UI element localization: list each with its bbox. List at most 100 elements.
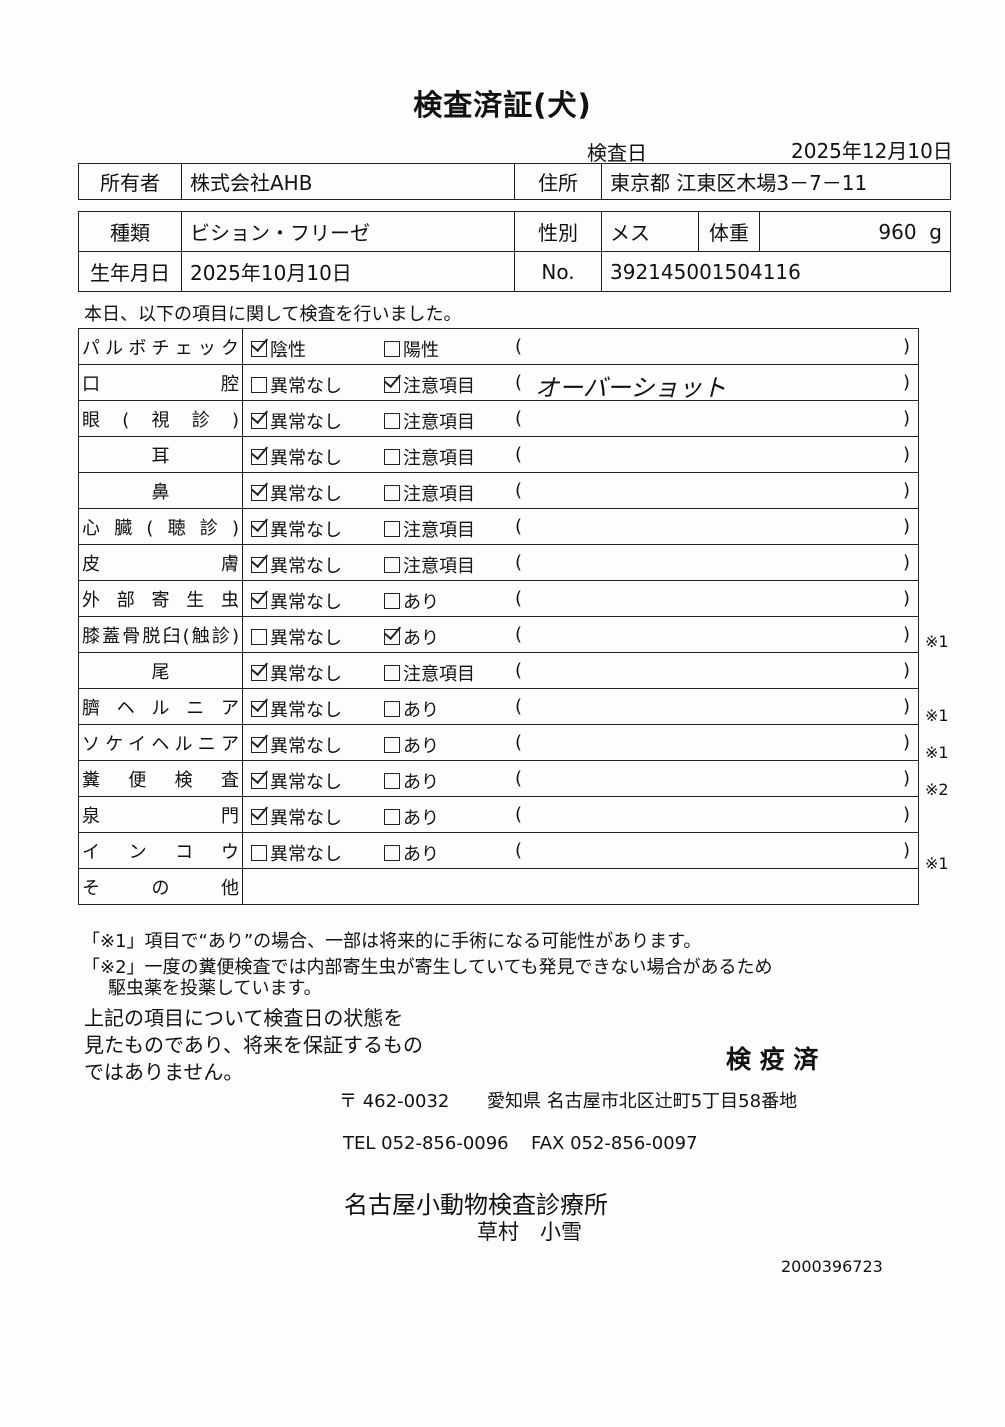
tel: TEL 052-856-0096: [343, 1133, 509, 1154]
checkbox-icon[interactable]: [251, 521, 267, 537]
option-abnormal[interactable]: 陽性: [384, 336, 439, 362]
option-normal[interactable]: 異常なし: [251, 372, 342, 398]
option-normal[interactable]: 異常なし: [251, 444, 342, 470]
checkbox-icon[interactable]: [384, 377, 400, 393]
close-paren: ): [902, 588, 910, 609]
checkbox-icon[interactable]: [251, 629, 267, 645]
checkbox-icon[interactable]: [251, 377, 267, 393]
disclaimer: 上記の項目について検査日の状態を 見たものであり、将来を保証するもの ではありま…: [84, 1005, 423, 1086]
exam-item-label: インコウ: [78, 832, 243, 869]
open-paren: (: [515, 732, 523, 753]
option-normal[interactable]: 異常なし: [251, 660, 342, 686]
exam-row: その他: [78, 868, 919, 905]
exam-item-label: 泉門: [78, 796, 243, 833]
checkbox-icon[interactable]: [384, 521, 400, 537]
open-paren: (: [515, 768, 523, 789]
checkbox-icon[interactable]: [251, 737, 267, 753]
exam-row: 外部寄生虫 異常なし あり (): [78, 580, 919, 617]
option-abnormal[interactable]: あり: [384, 732, 439, 758]
footnote-mark: ※1: [925, 853, 949, 873]
option-label: 異常なし: [270, 628, 342, 649]
option-abnormal[interactable]: 注意項目: [384, 444, 475, 470]
checkbox-icon[interactable]: [384, 701, 400, 717]
option-normal[interactable]: 異常なし: [251, 804, 342, 830]
checkbox-icon[interactable]: [384, 737, 400, 753]
option-label: あり: [403, 592, 439, 613]
footnote-mark: ※1: [925, 706, 949, 725]
no-value: 392145001504116: [601, 251, 951, 292]
option-abnormal[interactable]: 注意項目: [384, 516, 475, 542]
exam-item-label: その他: [78, 868, 243, 905]
option-label: 異常なし: [270, 592, 342, 613]
option-label: 異常なし: [270, 772, 342, 793]
close-paren: ): [902, 480, 910, 501]
checkbox-icon[interactable]: [384, 809, 400, 825]
checkbox-icon[interactable]: [384, 845, 400, 861]
checkbox-icon[interactable]: [251, 485, 267, 501]
open-paren: (: [515, 408, 523, 429]
exam-result-cell: 異常なし 注意項目 (): [242, 652, 919, 689]
close-paren: ): [902, 516, 910, 537]
option-label: 異常なし: [270, 376, 342, 397]
checkbox-icon[interactable]: [251, 413, 267, 429]
option-normal[interactable]: 異常なし: [251, 552, 342, 578]
option-normal[interactable]: 異常なし: [251, 516, 342, 542]
option-normal[interactable]: 異常なし: [251, 480, 342, 506]
open-paren: (: [515, 372, 523, 393]
option-normal[interactable]: 異常なし: [251, 588, 342, 614]
doctor-name: 草村 小雪: [477, 1220, 582, 1244]
option-normal[interactable]: 異常なし: [251, 408, 342, 434]
checkbox-icon[interactable]: [384, 449, 400, 465]
checkbox-icon[interactable]: [251, 341, 267, 357]
checkbox-icon[interactable]: [384, 593, 400, 609]
option-label: あり: [403, 700, 439, 721]
close-paren: ): [902, 840, 910, 861]
option-normal[interactable]: 異常なし: [251, 624, 342, 650]
checkbox-icon[interactable]: [251, 593, 267, 609]
option-normal[interactable]: 異常なし: [251, 840, 342, 866]
option-abnormal[interactable]: あり: [384, 768, 439, 794]
checkbox-icon[interactable]: [384, 485, 400, 501]
option-label: 異常なし: [270, 556, 342, 577]
checkbox-icon[interactable]: [384, 665, 400, 681]
option-normal[interactable]: 異常なし: [251, 768, 342, 794]
checkbox-icon[interactable]: [251, 845, 267, 861]
option-label: 異常なし: [270, 844, 342, 865]
exam-result-cell: 異常なし あり (): [242, 580, 919, 617]
option-abnormal[interactable]: 注意項目: [384, 552, 475, 578]
option-normal[interactable]: 異常なし: [251, 732, 342, 758]
exam-item-label: パルボチェック: [78, 328, 243, 365]
option-abnormal[interactable]: 注意項目: [384, 480, 475, 506]
checkbox-icon[interactable]: [251, 701, 267, 717]
disclaimer-line: 上記の項目について検査日の状態を: [84, 1006, 404, 1030]
checkbox-icon[interactable]: [384, 413, 400, 429]
checkbox-icon[interactable]: [251, 449, 267, 465]
owner-table: 所有者 株式会社AHB 住所 東京都 江東区木場3－7－11: [78, 163, 951, 200]
checkbox-icon[interactable]: [384, 773, 400, 789]
exam-item-label: 皮膚: [78, 544, 243, 581]
dob-label: 生年月日: [78, 251, 182, 292]
option-normal[interactable]: 異常なし: [251, 696, 342, 722]
option-abnormal[interactable]: あり: [384, 624, 439, 650]
option-abnormal[interactable]: あり: [384, 804, 439, 830]
owner-label: 所有者: [78, 163, 182, 200]
checkbox-icon[interactable]: [251, 557, 267, 573]
no-label: No.: [514, 251, 602, 292]
exam-result-cell: 異常なし あり (): [242, 760, 919, 797]
option-label: 注意項目: [403, 484, 475, 505]
checkbox-icon[interactable]: [384, 341, 400, 357]
option-abnormal[interactable]: あり: [384, 588, 439, 614]
checkbox-icon[interactable]: [251, 809, 267, 825]
option-abnormal[interactable]: 注意項目: [384, 408, 475, 434]
option-abnormal[interactable]: 注意項目: [384, 372, 475, 398]
checkbox-icon[interactable]: [384, 557, 400, 573]
exam-row: 皮膚 異常なし 注意項目 (): [78, 544, 919, 581]
breed-label: 種類: [78, 211, 182, 252]
option-abnormal[interactable]: あり: [384, 840, 439, 866]
option-abnormal[interactable]: 注意項目: [384, 660, 475, 686]
option-abnormal[interactable]: あり: [384, 696, 439, 722]
option-normal[interactable]: 陰性: [251, 336, 306, 362]
checkbox-icon[interactable]: [384, 629, 400, 645]
checkbox-icon[interactable]: [251, 665, 267, 681]
checkbox-icon[interactable]: [251, 773, 267, 789]
